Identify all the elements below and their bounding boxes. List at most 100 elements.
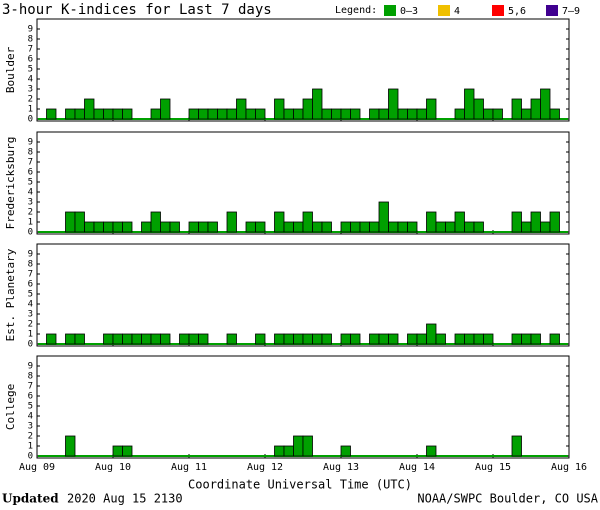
bar [283,333,294,345]
bar [293,435,304,457]
bar [388,333,399,345]
bar [112,445,123,457]
bar [321,333,332,345]
panel-frame [36,18,570,122]
bar [93,108,104,120]
bar [93,221,104,233]
bar [435,333,446,345]
bar [141,221,152,233]
footer-time: 2020 Aug 15 2130 [67,492,183,506]
y-tick-label: 5 [28,178,33,188]
bar [112,333,123,345]
bar [302,98,313,120]
bar [407,221,418,233]
bar [369,221,380,233]
bar [530,333,541,345]
panel-frame [36,243,570,347]
bar [74,211,85,233]
bar [416,333,427,345]
bar [283,445,294,457]
bar [122,221,133,233]
bar [198,333,209,345]
y-tick-label: 1 [28,218,33,228]
bar [46,333,57,345]
y-tick-label: 1 [28,442,33,452]
chart-title: 3-hour K-indices for Last 7 days [2,2,272,18]
y-tick-label: 6 [28,392,33,402]
bar [65,435,76,457]
x-tick-label: Aug 13 [323,462,359,473]
bar [84,98,95,120]
bar [369,333,380,345]
legend-text: 4 [454,6,460,17]
bar [198,221,209,233]
y-tick-label: 7 [28,158,33,168]
y-tick-label: 0 [28,452,33,462]
bar [150,333,161,345]
bar [464,221,475,233]
bar [521,333,532,345]
bar [445,221,456,233]
y-tick-label: 8 [28,148,33,158]
bar [521,108,532,120]
bar [540,88,551,120]
bar [245,221,256,233]
bar [312,333,323,345]
bar [160,333,171,345]
bar [426,98,437,120]
bar [188,108,199,120]
bar [378,333,389,345]
bar [103,108,114,120]
y-tick-label: 7 [28,270,33,280]
y-tick-label: 9 [28,250,33,260]
bar [207,108,218,120]
y-axis-label: Boulder [4,46,17,93]
bar [255,221,266,233]
bar [511,435,522,457]
bar [283,108,294,120]
bar [540,221,551,233]
bar [226,211,237,233]
bar [340,108,351,120]
bar [274,333,285,345]
bar [103,221,114,233]
y-tick-label: 2 [28,320,33,330]
bar [426,323,437,345]
bar [321,221,332,233]
bar [112,221,123,233]
bar [226,108,237,120]
bar [388,88,399,120]
bar [397,108,408,120]
y-tick-label: 1 [28,105,33,115]
bar [274,98,285,120]
bar [274,211,285,233]
bar [340,333,351,345]
y-tick-label: 0 [28,115,33,125]
bar [293,221,304,233]
panel-frame [36,355,570,459]
x-tick-label: Aug 12 [247,462,283,473]
bar [160,221,171,233]
y-tick-label: 8 [28,35,33,45]
y-tick-label: 0 [28,228,33,238]
bar [103,333,114,345]
y-tick-label: 3 [28,198,33,208]
bar [84,221,95,233]
y-tick-label: 1 [28,330,33,340]
bar [511,98,522,120]
y-tick-label: 2 [28,208,33,218]
bar [188,333,199,345]
y-axis-label: Fredericksburg [4,137,17,230]
bar [492,108,503,120]
bar [207,221,218,233]
bar [122,333,133,345]
bar [302,435,313,457]
bar [454,211,465,233]
bar [464,88,475,120]
y-tick-label: 5 [28,65,33,75]
bar [473,98,484,120]
bar [378,201,389,233]
x-tick-label: Aug 15 [475,462,511,473]
legend-swatch [546,5,558,16]
